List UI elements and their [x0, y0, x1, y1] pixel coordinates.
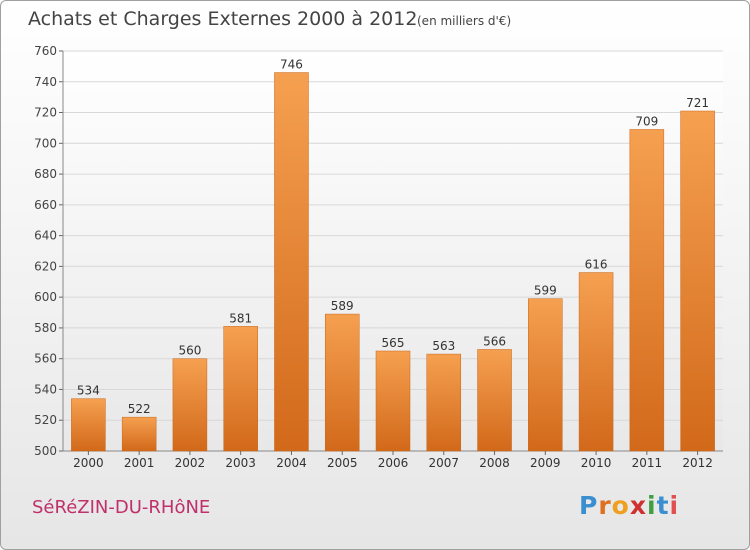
chart-title: Achats et Charges Externes 2000 à 2012: [28, 8, 418, 30]
y-tick-label: 720: [34, 106, 57, 120]
bar: [172, 358, 208, 452]
x-tick-label: 2009: [530, 456, 561, 470]
y-tick-label: 680: [34, 167, 57, 181]
x-tick-label: 2011: [632, 456, 663, 470]
bar: [324, 313, 360, 452]
data-label: 565: [382, 336, 405, 350]
bar: [426, 353, 462, 452]
logo-letter: r: [598, 491, 612, 520]
y-tick-label: 620: [34, 259, 57, 273]
y-tick-label: 660: [34, 198, 57, 212]
y-tick-label: 560: [34, 352, 57, 366]
logo-letter: i: [669, 491, 680, 520]
logo-letter: o: [611, 491, 630, 520]
bar: [274, 72, 309, 452]
data-label: 599: [534, 284, 557, 298]
data-label: 534: [77, 384, 100, 398]
bar: [375, 350, 411, 452]
data-label: 709: [635, 114, 658, 128]
bar: [477, 349, 512, 452]
data-label: 566: [483, 334, 506, 348]
data-label: 581: [229, 311, 252, 325]
logo-letter: x: [629, 491, 647, 520]
y-tick-label: 640: [34, 229, 57, 243]
x-tick-label: 2000: [73, 456, 104, 470]
data-label: 522: [128, 402, 151, 416]
logo-letter: t: [656, 491, 670, 520]
x-tick-label: 2006: [378, 456, 409, 470]
x-tick-label: 2002: [175, 456, 206, 470]
x-tick-label: 2008: [479, 456, 510, 470]
chart-subtitle: (en milliers d'€): [417, 14, 512, 28]
data-label: 616: [585, 258, 608, 272]
x-tick-label: 2012: [682, 456, 713, 470]
data-label: 746: [280, 58, 303, 72]
data-label: 589: [331, 299, 354, 313]
bar: [528, 298, 563, 452]
x-tick-label: 2003: [225, 456, 256, 470]
y-tick-label: 540: [34, 382, 57, 396]
data-label: 560: [178, 344, 201, 358]
y-tick-label: 580: [34, 321, 57, 335]
x-tick-label: 2001: [124, 456, 155, 470]
y-tick-label: 500: [34, 444, 57, 458]
x-tick-label: 2007: [428, 456, 459, 470]
y-tick-label: 520: [34, 413, 57, 427]
logo-letter: P: [579, 491, 599, 520]
x-tick-label: 2004: [276, 456, 307, 470]
y-tick-label: 700: [34, 136, 57, 150]
proxiti-logo: Proxiti: [579, 491, 679, 520]
x-tick-label: 2010: [581, 456, 612, 470]
bar: [629, 129, 665, 452]
bar: [578, 272, 614, 452]
bar: [223, 326, 258, 452]
y-tick-label: 600: [34, 290, 57, 304]
logo-letter: i: [647, 491, 657, 520]
data-label: 563: [432, 339, 455, 353]
data-label: 721: [686, 96, 709, 110]
bar: [680, 110, 715, 452]
commune-name: SéRéZIN-DU-RHôNE: [32, 497, 211, 518]
bar: [121, 416, 157, 452]
y-tick-label: 760: [34, 44, 57, 58]
bar: [71, 398, 106, 452]
x-tick-label: 2005: [327, 456, 358, 470]
y-tick-label: 740: [34, 75, 57, 89]
